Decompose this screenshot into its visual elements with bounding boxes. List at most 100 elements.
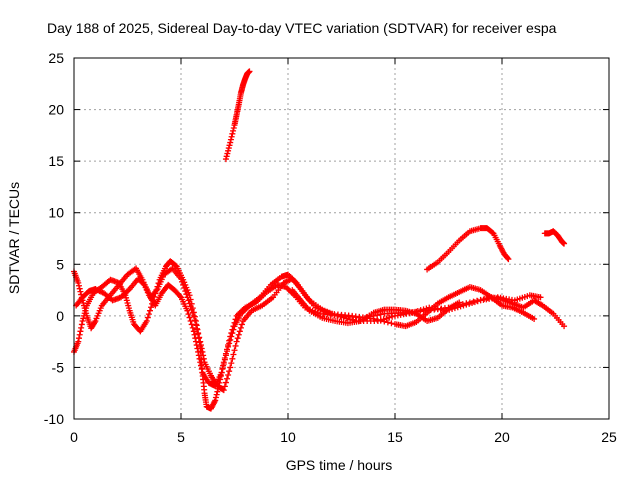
data-point [191, 317, 198, 324]
data-point [505, 256, 512, 263]
data-point [380, 316, 387, 323]
data-point [197, 338, 204, 345]
y-tick-label: -10 [44, 411, 64, 427]
data-point [226, 368, 233, 375]
data-point [144, 314, 151, 321]
data-point [212, 397, 219, 404]
data-point [374, 318, 381, 325]
series-track-f [424, 225, 512, 273]
data-point [334, 312, 341, 319]
data-point [504, 255, 511, 262]
y-tick-label: 10 [48, 205, 64, 221]
data-point [537, 294, 544, 301]
data-point [230, 351, 237, 358]
data-point [75, 335, 82, 342]
data-point [229, 330, 236, 337]
data-point [77, 288, 84, 295]
data-point [219, 365, 226, 372]
series-track-e [222, 68, 253, 163]
data-point [176, 293, 183, 300]
data-point [229, 355, 236, 362]
data-point [469, 299, 476, 306]
data-point [225, 343, 232, 350]
data-point [75, 338, 82, 345]
data-point [178, 275, 184, 282]
data-point [230, 124, 237, 131]
data-point [76, 331, 83, 338]
y-tick-label: 20 [48, 102, 64, 118]
data-point [228, 133, 235, 140]
data-point [190, 312, 197, 319]
data-point [227, 136, 234, 143]
data-point [183, 291, 190, 298]
data-point [474, 298, 481, 305]
data-point [221, 356, 228, 363]
data-point [224, 375, 231, 382]
data-point [200, 355, 207, 362]
data-point [185, 297, 192, 304]
axis-ticks: 0 5 10 15 20 25 -10 -5 0 5 10 15 20 25 [44, 50, 617, 445]
data-point [460, 302, 467, 309]
data-point [224, 150, 231, 157]
data-point [471, 299, 478, 306]
data-point [466, 300, 473, 307]
data-point [212, 394, 219, 401]
data-point [463, 301, 470, 308]
data-point [182, 288, 189, 295]
data-point [189, 324, 196, 331]
y-tick-label: 5 [56, 256, 64, 272]
data-point [179, 278, 186, 285]
data-point [197, 342, 204, 349]
data-point [246, 68, 253, 75]
data-point [185, 311, 192, 318]
data-point [230, 127, 237, 134]
data-point [235, 331, 242, 338]
y-tick-label: -5 [52, 359, 65, 375]
data-point [197, 362, 204, 369]
data-point [377, 317, 384, 324]
data-point [561, 240, 568, 247]
data-point [233, 338, 240, 345]
data-point [184, 307, 191, 314]
data-point [172, 262, 179, 269]
data-point [198, 366, 205, 373]
data-point [225, 147, 232, 154]
x-axis-label: GPS time / hours [286, 457, 393, 473]
data-point [222, 156, 229, 163]
data-point [218, 369, 225, 376]
data-point [78, 321, 85, 328]
data-point [223, 153, 230, 160]
data-point [237, 324, 244, 331]
data-point [227, 336, 234, 343]
data-point [228, 333, 235, 340]
data-point [194, 325, 201, 332]
data-point [219, 386, 226, 393]
data-point [388, 320, 395, 327]
data-point [148, 304, 155, 311]
data-point [77, 328, 84, 335]
data-point [75, 282, 82, 289]
data-point [143, 318, 150, 325]
data-point [180, 281, 187, 288]
x-tick-label: 15 [387, 429, 403, 445]
data-point [195, 330, 202, 337]
data-point [229, 130, 236, 137]
data-points [71, 68, 568, 412]
y-tick-label: 0 [56, 308, 64, 324]
y-tick-label: 25 [48, 50, 64, 66]
data-point [226, 340, 233, 347]
data-point [225, 371, 232, 378]
data-point [190, 328, 197, 335]
data-point [227, 139, 234, 146]
data-point [187, 318, 194, 325]
data-point [146, 307, 153, 314]
data-point [213, 391, 220, 398]
x-tick-label: 5 [177, 429, 185, 445]
data-point [145, 311, 152, 318]
data-point [423, 305, 430, 312]
grid [74, 58, 609, 419]
x-tick-label: 0 [70, 429, 78, 445]
data-point [184, 294, 191, 301]
data-point [222, 379, 229, 386]
data-point [456, 299, 463, 306]
